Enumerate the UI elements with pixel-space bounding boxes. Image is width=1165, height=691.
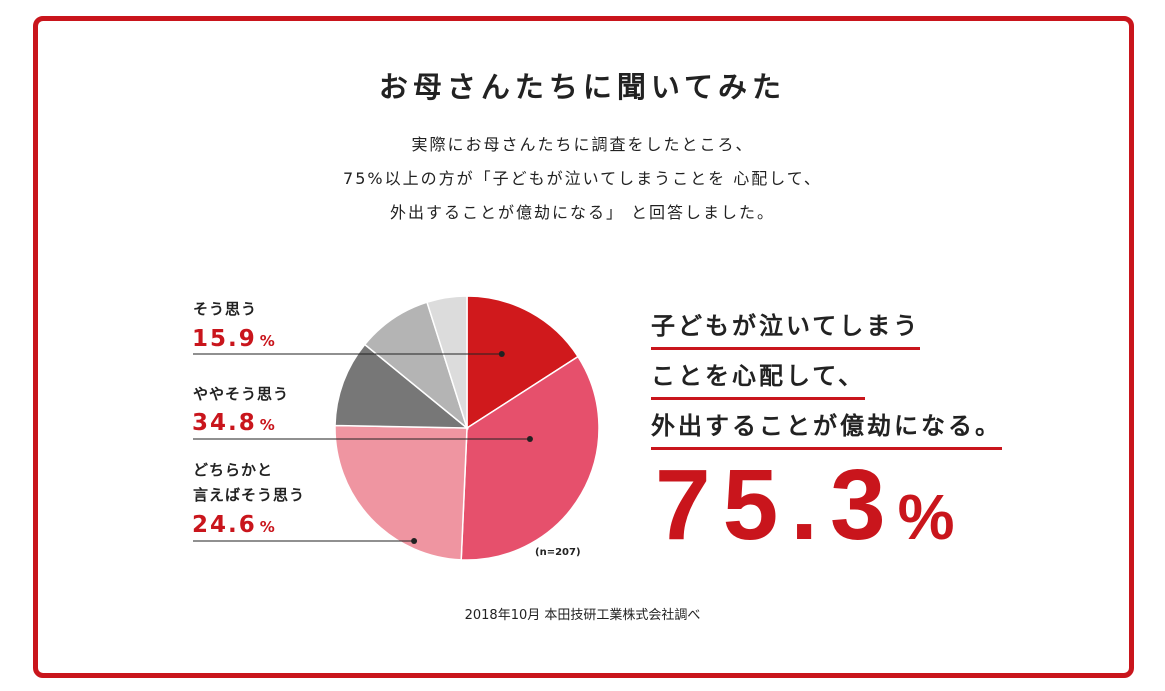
big-percentage: 75.3% <box>655 455 955 555</box>
legend-label-3b: 言えばそう思う <box>193 486 306 504</box>
pie-slice-6 <box>426 295 468 429</box>
intro-line-2: 75%以上の方が「子どもが泣いてしまうことを 心配して、 <box>343 169 822 188</box>
headline-line-2: ことを心配して、 <box>651 356 866 400</box>
legend-label-2: ややそう思う <box>193 385 290 403</box>
intro-line-1: 実際にお母さんたちに調査をしたところ、 <box>411 135 754 154</box>
leader-dot-2 <box>526 436 533 442</box>
leader-dot-3 <box>411 538 418 544</box>
legend-pct-2-value: 34.8 <box>192 410 257 436</box>
page-title: お母さんたちに聞いてみた <box>378 70 787 104</box>
red-frame <box>33 16 1134 678</box>
legend-pct-2: 34.8% <box>192 410 277 436</box>
big-percentage-value: 75.3 <box>655 449 898 561</box>
headline-line-3: 外出することが億劫になる。 <box>651 406 1002 450</box>
pie-slice-3 <box>334 424 468 561</box>
source-note: 2018年10月 本田技研工業株式会社調べ <box>464 608 701 623</box>
headline-line-1: 子どもが泣いてしまう <box>651 306 921 350</box>
pie-slice-1 <box>466 295 580 430</box>
legend-label-3a: どちらかと <box>193 461 274 479</box>
pie-slice-4 <box>334 343 470 429</box>
legend-pct-3-unit: % <box>259 518 277 536</box>
legend-pct-3-value: 24.6 <box>192 512 257 538</box>
legend-label-1: そう思う <box>193 300 258 318</box>
intro-text: 実際にお母さんたちに調査をしたところ、 75%以上の方が「子どもが泣いてしまうこ… <box>0 128 1165 230</box>
sample-size-note: (n=207) <box>535 547 581 558</box>
leader-dot-1 <box>498 351 505 357</box>
legend-pct-1-value: 15.9 <box>192 326 257 352</box>
legend-pct-1-unit: % <box>259 332 277 350</box>
intro-line-3: 外出することが億劫になる」 と回答しました。 <box>389 203 776 222</box>
pie-slice-2 <box>460 355 600 561</box>
legend-pct-1: 15.9% <box>192 326 277 352</box>
big-percentage-unit: % <box>897 481 955 553</box>
legend-pct-3: 24.6% <box>192 512 277 538</box>
legend-pct-2-unit: % <box>259 416 277 434</box>
